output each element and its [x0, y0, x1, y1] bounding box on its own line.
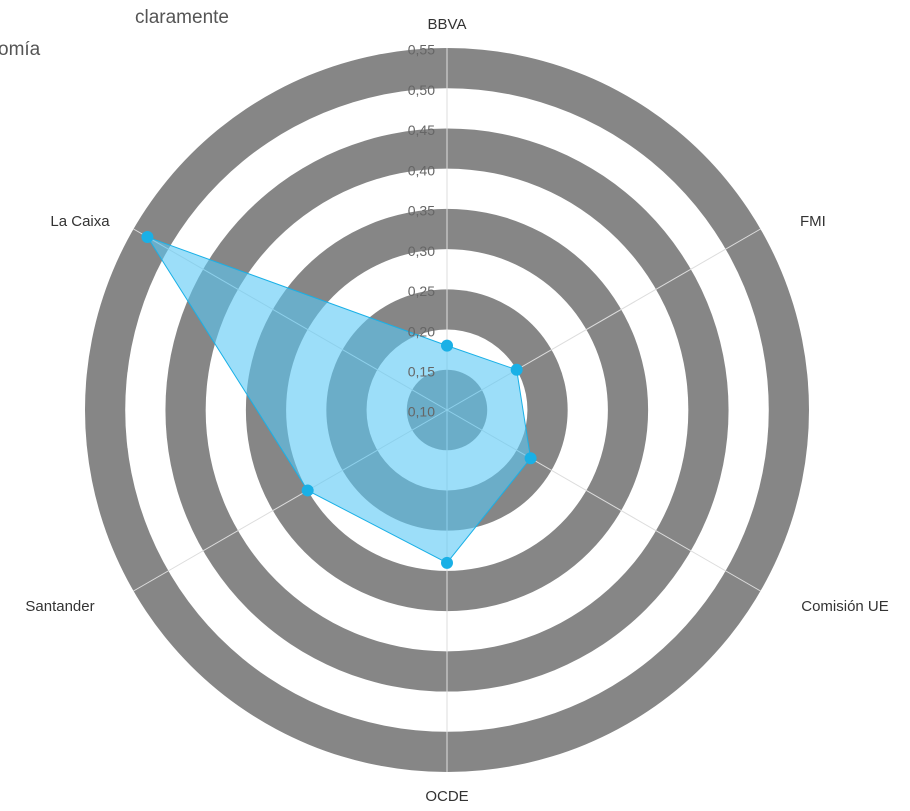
axis-label: OCDE [425, 788, 468, 805]
y-tick-label: 0,35 [408, 203, 435, 219]
axis-label: Comisión UE [801, 598, 889, 615]
axis-label: FMI [800, 213, 826, 230]
axis-label: Santander [25, 598, 94, 615]
y-tick-label: 0,40 [408, 162, 435, 178]
axis-label: BBVA [428, 16, 467, 33]
y-tick-label: 0,20 [408, 323, 435, 339]
point [510, 363, 523, 376]
y-tick-label: 0,15 [408, 363, 435, 379]
y-tick-label: 0,30 [408, 243, 435, 259]
point [301, 484, 314, 497]
y-tick-label: 0,25 [408, 283, 435, 299]
point [524, 452, 537, 465]
point [441, 556, 453, 569]
y-tick-label: 0,50 [408, 82, 435, 98]
y-tick-label: 0,10 [408, 404, 435, 420]
y-tick-label: 0,45 [408, 122, 435, 138]
axis-label: La Caixa [50, 213, 110, 230]
background-text: claramente [135, 7, 229, 28]
point [141, 231, 154, 244]
y-tick-label: 0,55 [408, 42, 435, 58]
background-text: omía [0, 39, 41, 60]
point [441, 339, 453, 352]
